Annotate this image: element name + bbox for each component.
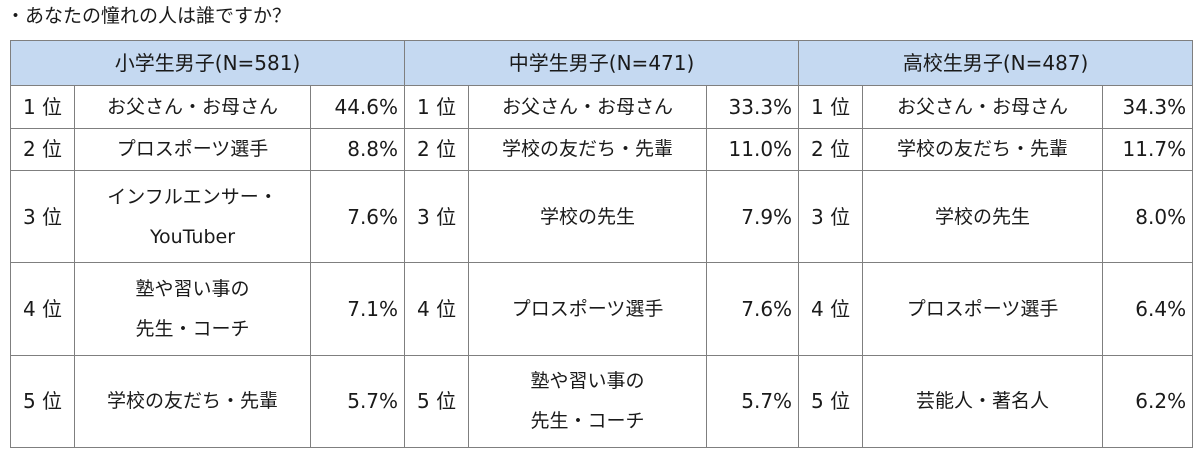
percentage-cell: 6.2% [1102, 354, 1194, 449]
rank-cell: 5 位 [798, 354, 864, 449]
answer-text: 学校の先生 [540, 205, 636, 228]
answer-cell: プロスポーツ選手 [468, 262, 708, 356]
answer-cell: 学校の友だち・先輩 [862, 127, 1104, 172]
rank-cell: 5 位 [10, 354, 75, 449]
percentage-cell: 7.6% [706, 262, 800, 356]
table-row: 4 位塾や習い事の 先生・コーチ 7.1% 4 位プロスポーツ選手 7.6% 4 位プロス… [10, 262, 1194, 356]
percentage-cell: 34.3% [1102, 85, 1194, 129]
answer-text: 先生・コーチ [530, 410, 645, 433]
answer-cell: プロスポーツ選手 [862, 262, 1104, 356]
rank-cell: 4 位 [10, 262, 75, 356]
group-header-junior-high: 中学生男子(N=471) [404, 40, 800, 86]
answer-cell: 塾や習い事の 先生・コーチ [468, 354, 708, 449]
answer-text: プロスポーツ選手 [116, 138, 269, 161]
percentage-cell: 44.6% [309, 85, 406, 129]
answer-cell: お父さん・お母さん [74, 85, 311, 129]
rank-cell: 2 位 [10, 127, 75, 172]
rank-cell: 3 位 [404, 170, 470, 264]
rank-cell: 3 位 [10, 170, 75, 264]
answer-text: プロスポーツ選手 [511, 298, 664, 320]
answer-cell: お父さん・お母さん [468, 85, 708, 129]
rank-cell: 1 位 [798, 85, 864, 129]
page-title: ・あなたの憧れの人は誰ですか？ [6, 5, 292, 27]
answer-text: お父さん・お母さん [502, 95, 674, 118]
answer-cell: 学校の先生 [862, 170, 1104, 264]
answer-text: プロスポーツ選手 [906, 298, 1059, 320]
answer-cell: 学校の友だち・先輩 [468, 127, 708, 172]
rank-cell: 2 位 [404, 127, 470, 172]
answer-text: 学校の先生 [935, 205, 1031, 228]
answer-cell: 芸能人・著名人 [862, 354, 1104, 449]
ranking-table: 小学生男子(N=581) 中学生男子(N=471) 高校生男子(N=487) 1… [9, 40, 1194, 449]
percentage-cell: 11.7% [1102, 127, 1194, 172]
percentage-cell: 7.1% [309, 262, 406, 356]
answer-text: 学校の友だち・先輩 [106, 390, 278, 413]
answer-text: YouTuber [149, 225, 236, 248]
answer-text: インフルエンサー・ [107, 185, 278, 208]
answer-cell: 学校の先生 [468, 170, 708, 264]
percentage-cell: 33.3% [706, 85, 800, 129]
answer-text: 学校の友だち・先輩 [897, 138, 1069, 161]
answer-cell: プロスポーツ選手 [74, 127, 311, 172]
answer-text: 学校の友だち・先輩 [502, 138, 674, 161]
answer-cell: インフルエンサー・ YouTuber [74, 170, 311, 264]
rank-cell: 4 位 [404, 262, 470, 356]
table-row: 5 位学校の友だち・先輩 5.7% 5 位塾や習い事の 先生・コーチ 5.7% 5 位芸能… [10, 354, 1194, 449]
rank-cell: 2 位 [798, 127, 864, 172]
percentage-cell: 7.6% [309, 170, 406, 264]
percentage-cell: 7.9% [706, 170, 800, 264]
percentage-cell: 11.0% [706, 127, 800, 172]
answer-text: お父さん・お母さん [897, 95, 1069, 118]
answer-cell: 学校の友だち・先輩 [74, 354, 311, 449]
percentage-cell: 6.4% [1102, 262, 1194, 356]
table-row: 2 位プロスポーツ選手 8.8% 2 位学校の友だち・先輩 11.0% 2 位学校の友だ… [10, 127, 1194, 172]
group-header-elementary: 小学生男子(N=581) [9, 40, 406, 86]
rank-cell: 5 位 [404, 354, 470, 449]
table-row: 1 位お父さん・お母さん 44.6% 1 位お父さん・お母さん 33.3% 1 位お父さ… [10, 85, 1194, 129]
answer-cell: お父さん・お母さん [862, 85, 1104, 129]
answer-text: 塾や習い事の [530, 370, 645, 393]
rank-cell: 3 位 [798, 170, 864, 264]
header-row: 小学生男子(N=581) 中学生男子(N=471) 高校生男子(N=487) [9, 40, 1194, 86]
table-row: 3 位インフルエンサー・ YouTuber 7.6% 3 位学校の先生 7.9% 3 位学… [10, 170, 1194, 264]
percentage-cell: 8.0% [1102, 170, 1194, 264]
answer-text: 先生・コーチ [135, 318, 250, 340]
rank-cell: 1 位 [10, 85, 75, 129]
answer-text: お父さん・お母さん [106, 95, 278, 118]
answer-text: 塾や習い事の [135, 278, 250, 300]
percentage-cell: 5.7% [706, 354, 800, 449]
percentage-cell: 5.7% [309, 354, 406, 449]
percentage-cell: 8.8% [309, 127, 406, 172]
answer-text: 芸能人・著名人 [916, 390, 1050, 413]
group-header-high-school: 高校生男子(N=487) [798, 40, 1194, 86]
rank-cell: 1 位 [404, 85, 470, 129]
answer-cell: 塾や習い事の 先生・コーチ [74, 262, 311, 356]
rank-cell: 4 位 [798, 262, 864, 356]
